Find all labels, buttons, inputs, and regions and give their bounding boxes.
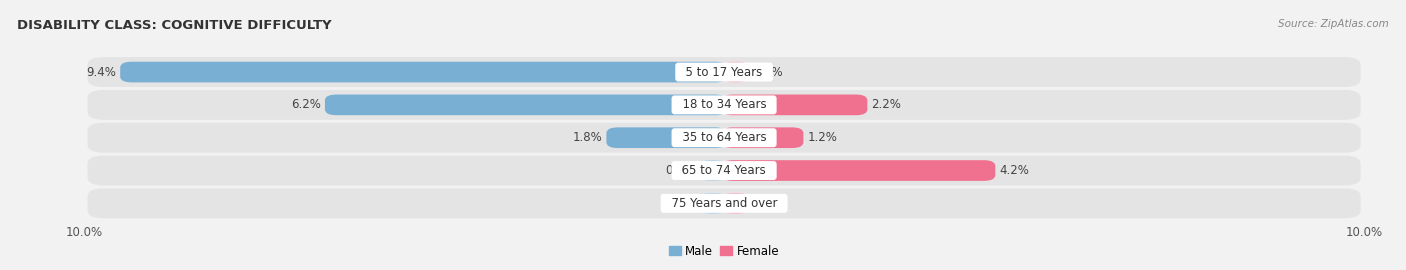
FancyBboxPatch shape bbox=[325, 94, 727, 115]
Text: 0.0%: 0.0% bbox=[665, 164, 696, 177]
Text: 35 to 64 Years: 35 to 64 Years bbox=[675, 131, 773, 144]
Legend: Male, Female: Male, Female bbox=[664, 240, 785, 262]
Text: 2.2%: 2.2% bbox=[872, 98, 901, 112]
FancyBboxPatch shape bbox=[721, 193, 749, 214]
FancyBboxPatch shape bbox=[721, 127, 803, 148]
Text: 1.8%: 1.8% bbox=[572, 131, 603, 144]
FancyBboxPatch shape bbox=[606, 127, 727, 148]
FancyBboxPatch shape bbox=[87, 156, 1361, 185]
FancyBboxPatch shape bbox=[87, 123, 1361, 153]
FancyBboxPatch shape bbox=[721, 94, 868, 115]
Text: Source: ZipAtlas.com: Source: ZipAtlas.com bbox=[1278, 19, 1389, 29]
FancyBboxPatch shape bbox=[721, 62, 749, 82]
Text: DISABILITY CLASS: COGNITIVE DIFFICULTY: DISABILITY CLASS: COGNITIVE DIFFICULTY bbox=[17, 19, 332, 32]
FancyBboxPatch shape bbox=[87, 90, 1361, 120]
Text: 1.2%: 1.2% bbox=[807, 131, 837, 144]
Text: 0.0%: 0.0% bbox=[752, 197, 783, 210]
FancyBboxPatch shape bbox=[87, 57, 1361, 87]
Text: 6.2%: 6.2% bbox=[291, 98, 321, 112]
Text: 4.2%: 4.2% bbox=[1000, 164, 1029, 177]
FancyBboxPatch shape bbox=[87, 188, 1361, 218]
Text: 75 Years and over: 75 Years and over bbox=[664, 197, 785, 210]
FancyBboxPatch shape bbox=[699, 193, 727, 214]
Text: 0.0%: 0.0% bbox=[665, 197, 696, 210]
FancyBboxPatch shape bbox=[120, 62, 727, 82]
Text: 0.0%: 0.0% bbox=[752, 66, 783, 79]
Text: 5 to 17 Years: 5 to 17 Years bbox=[678, 66, 770, 79]
FancyBboxPatch shape bbox=[699, 160, 727, 181]
Text: 65 to 74 Years: 65 to 74 Years bbox=[675, 164, 773, 177]
Text: 9.4%: 9.4% bbox=[87, 66, 117, 79]
FancyBboxPatch shape bbox=[721, 160, 995, 181]
Text: 18 to 34 Years: 18 to 34 Years bbox=[675, 98, 773, 112]
